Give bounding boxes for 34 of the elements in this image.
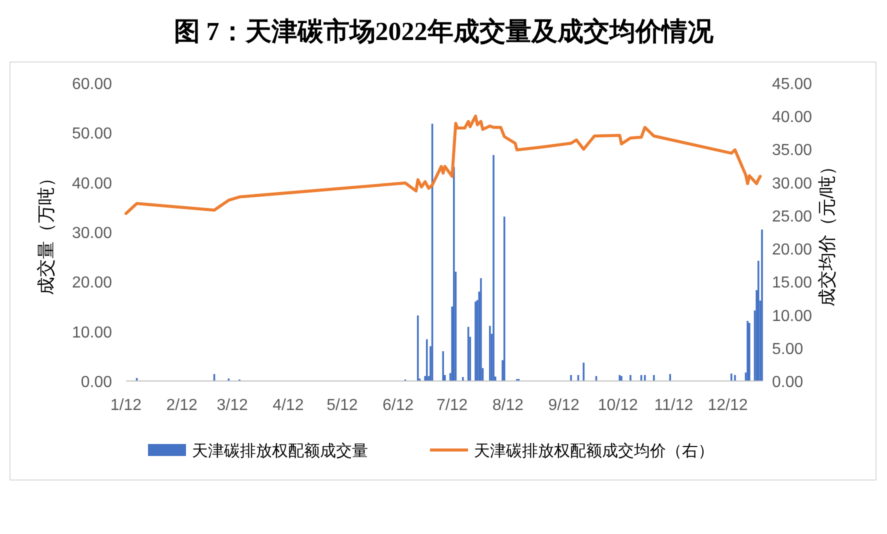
y-tick-label: 0.00 xyxy=(80,374,112,391)
x-tick-label: 4/12 xyxy=(272,397,304,414)
y-tick-label: 30.00 xyxy=(72,225,112,242)
y2-tick-label: 30.00 xyxy=(772,175,812,192)
x-tick-label: 5/12 xyxy=(326,397,358,414)
chart-title: 图 7：天津碳市场2022年成交量及成交均价情况 xyxy=(174,17,714,46)
x-tick-label: 12/12 xyxy=(708,397,748,414)
y-tick-label: 60.00 xyxy=(72,76,112,93)
x-tick-label: 2/12 xyxy=(166,397,198,414)
y-tick-label: 50.00 xyxy=(72,126,112,143)
y2-tick-label: 5.00 xyxy=(772,340,804,358)
y2-tick-label: 20.00 xyxy=(772,242,812,259)
y-tick-label: 10.00 xyxy=(72,324,112,342)
x-tick-label: 8/12 xyxy=(492,397,524,414)
y-tick-label: 20.00 xyxy=(72,274,112,292)
y2-tick-label: 25.00 xyxy=(772,208,812,226)
legend-label: 天津碳排放权配额成交均价（右） xyxy=(474,442,714,460)
y2-tick-label: 15.00 xyxy=(772,274,812,292)
y2-tick-label: 35.00 xyxy=(772,142,812,160)
x-tick-label: 11/12 xyxy=(654,397,694,414)
y2-tick-label: 40.00 xyxy=(772,109,812,126)
x-tick-label: 9/12 xyxy=(548,397,580,414)
x-tick-label: 10/12 xyxy=(598,397,638,414)
y-axis-title: 成交量（万吨） xyxy=(36,169,56,295)
x-tick-label: 1/12 xyxy=(110,397,142,414)
legend-label: 天津碳排放权配额成交量 xyxy=(192,442,368,460)
x-tick-label: 6/12 xyxy=(382,397,414,414)
y2-tick-label: 45.00 xyxy=(772,76,812,93)
y-tick-label: 40.00 xyxy=(72,175,112,192)
y2-axis-title: 成交均价（元/吨） xyxy=(817,157,837,307)
y2-tick-label: 10.00 xyxy=(772,308,812,325)
x-tick-label: 7/12 xyxy=(436,397,468,414)
y2-tick-label: 0.00 xyxy=(772,374,804,391)
x-tick-label: 3/12 xyxy=(216,397,248,414)
